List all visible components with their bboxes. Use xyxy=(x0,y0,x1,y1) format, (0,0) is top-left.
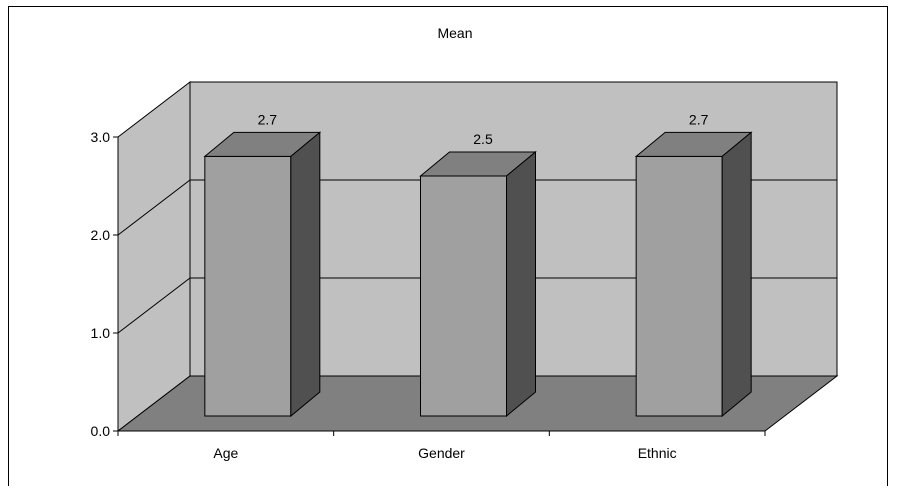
bar-front xyxy=(420,175,507,417)
bar-front xyxy=(635,155,723,417)
chart-title: Mean xyxy=(437,25,472,41)
bar-side xyxy=(721,131,752,418)
category-label: Age xyxy=(213,445,238,461)
gridline xyxy=(117,179,837,236)
data-label: 2.7 xyxy=(258,111,278,127)
bar xyxy=(634,131,753,418)
bar-front xyxy=(204,155,292,417)
bar xyxy=(419,150,537,418)
category-label: Ethnic xyxy=(638,445,677,461)
data-label: 2.7 xyxy=(689,111,709,127)
bar-side xyxy=(506,150,536,418)
gridline xyxy=(117,277,837,334)
bar-side xyxy=(290,131,321,418)
side-wall xyxy=(117,80,191,433)
y-tick-label: 0.0 xyxy=(91,423,111,439)
category-label: Gender xyxy=(418,445,465,461)
y-tick-label: 1.0 xyxy=(91,325,111,341)
y-tick-label: 3.0 xyxy=(91,129,111,145)
y-tick-label: 2.0 xyxy=(91,227,111,243)
data-label: 2.5 xyxy=(473,131,493,147)
bar xyxy=(203,131,322,418)
